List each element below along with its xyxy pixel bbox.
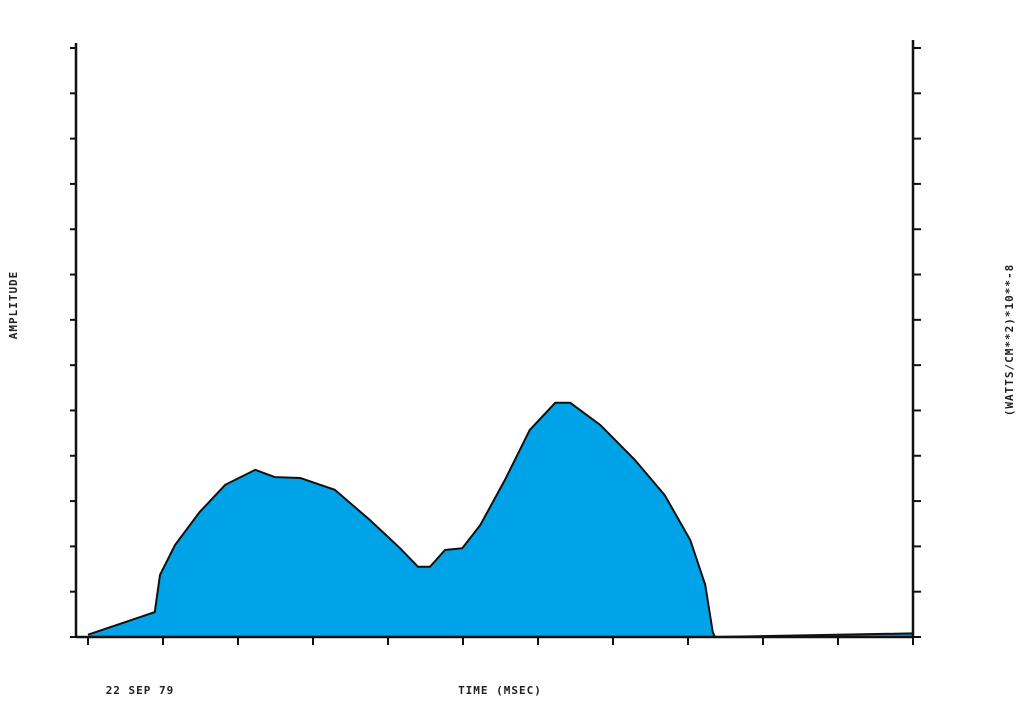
y-axis-label: AMPLITUDE (7, 271, 20, 340)
date-label: 22 SEP 79 (106, 684, 175, 697)
x-axis-label: TIME (MSEC) (458, 684, 542, 697)
area-line (87, 401, 914, 639)
area-fill (88, 402, 913, 637)
y2-axis-label: (WATTS/CM**2)*10**-8 (1003, 264, 1016, 416)
